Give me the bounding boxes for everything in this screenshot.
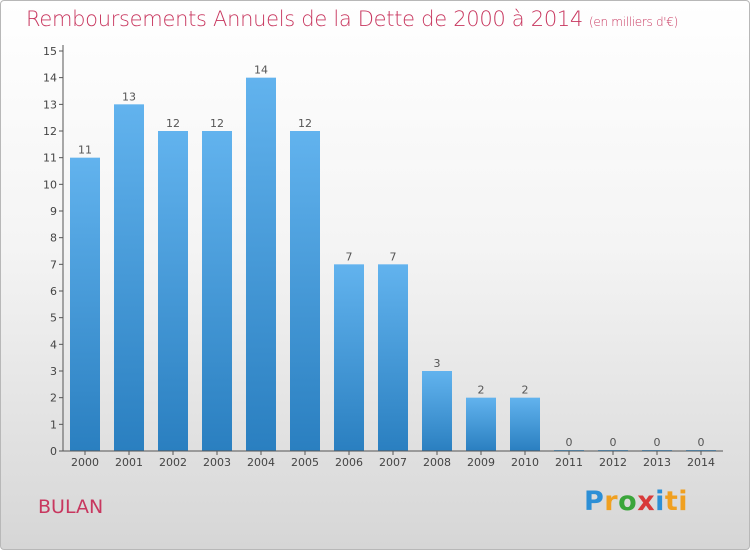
y-tick-label: 6: [50, 285, 57, 298]
data-label-2007: 7: [390, 250, 397, 263]
data-label-2010: 2: [522, 384, 529, 397]
x-tick-label-2007: 2007: [379, 456, 407, 469]
chart-title: Remboursements Annuels de la Dette de 20…: [26, 7, 678, 31]
x-tick-label-2004: 2004: [247, 456, 275, 469]
x-tick-label-2008: 2008: [423, 456, 451, 469]
y-tick-label: 13: [43, 98, 57, 111]
data-label-2014: 0: [698, 436, 705, 449]
y-tick-label: 7: [50, 258, 57, 271]
x-tick-label-2013: 2013: [643, 456, 671, 469]
data-label-2012: 0: [610, 436, 617, 449]
y-tick-label: 5: [50, 312, 57, 325]
x-tick-label-2003: 2003: [203, 456, 231, 469]
y-tick-label: 3: [50, 365, 57, 378]
x-tick-label-2009: 2009: [467, 456, 495, 469]
data-label-2002: 12: [166, 117, 180, 130]
y-tick-label: 12: [43, 125, 57, 138]
x-tick-label-2011: 2011: [555, 456, 583, 469]
chart-title-text: Remboursements Annuels de la Dette de 20…: [26, 7, 583, 31]
y-tick-label: 2: [50, 392, 57, 405]
chart-unit-note: (en milliers d'€): [589, 15, 679, 29]
bar-2000: [70, 157, 100, 451]
bar-2003: [202, 131, 232, 451]
bar-2004: [246, 77, 276, 452]
x-tick-label-2014: 2014: [687, 456, 715, 469]
data-label-2008: 3: [434, 357, 441, 370]
data-label-2013: 0: [654, 436, 661, 449]
y-tick-label: 9: [50, 205, 57, 218]
data-label-2009: 2: [478, 384, 485, 397]
x-tick-label-2005: 2005: [291, 456, 319, 469]
y-tick-label: 15: [43, 45, 57, 58]
data-label-2005: 12: [298, 117, 312, 130]
bar-2005: [290, 131, 320, 451]
x-tick-label-2006: 2006: [335, 456, 363, 469]
bar-2001: [114, 104, 144, 451]
y-tick-label: 8: [50, 232, 57, 245]
y-tick-label: 4: [50, 338, 57, 351]
x-tick-label-2000: 2000: [71, 456, 99, 469]
data-label-2004: 14: [254, 64, 268, 77]
y-tick-label: 0: [50, 445, 57, 458]
bar-2009: [466, 397, 496, 451]
bar-2006: [334, 264, 364, 451]
data-label-2011: 0: [566, 436, 573, 449]
data-label-2003: 12: [210, 117, 224, 130]
x-tick-label-2012: 2012: [599, 456, 627, 469]
city-name: BULAN: [38, 496, 104, 518]
y-tick-label: 1: [50, 418, 57, 431]
y-tick-label: 10: [43, 178, 57, 191]
x-tick-label-2002: 2002: [159, 456, 187, 469]
data-label-2006: 7: [346, 250, 353, 263]
y-tick-label: 11: [43, 152, 57, 165]
proxiti-logo: Proxiti: [584, 486, 689, 517]
bars-layer: [70, 77, 716, 452]
axes-layer: 0123456789101112131415200011200113200212…: [43, 45, 723, 469]
bar-2010: [510, 397, 540, 451]
bar-2007: [378, 264, 408, 451]
bar-2008: [422, 371, 452, 451]
data-label-2000: 11: [78, 144, 92, 157]
x-tick-label-2001: 2001: [115, 456, 143, 469]
data-label-2001: 13: [122, 90, 136, 103]
bar-2002: [158, 131, 188, 451]
x-tick-label-2010: 2010: [511, 456, 539, 469]
y-tick-label: 14: [43, 72, 57, 85]
